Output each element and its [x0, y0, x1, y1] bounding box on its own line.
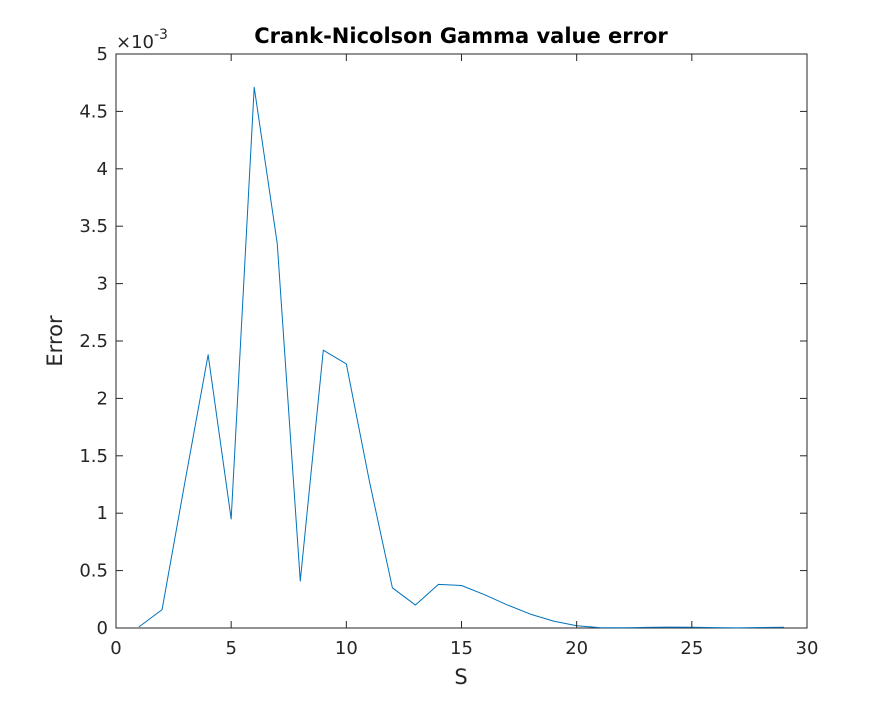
x-axis-ticks: 0 5 10 15 20 25 30	[110, 54, 818, 659]
y-tick-label: 3.5	[79, 216, 108, 237]
series-line	[138, 86, 784, 629]
axes-frame	[115, 53, 808, 629]
y-tick-label: 5	[97, 44, 108, 65]
y-tick-label: 0.5	[79, 561, 108, 582]
x-tick-label: 30	[796, 638, 819, 659]
x-axis-title: S	[454, 665, 467, 689]
x-tick-label: 10	[335, 638, 358, 659]
y-tick-label: 4.5	[79, 101, 108, 122]
series-layer	[138, 86, 784, 629]
y-tick-label: 4	[97, 159, 108, 180]
y-tick-label: 1.5	[79, 446, 108, 467]
chart-title: Crank-Nicolson Gamma value error	[254, 24, 668, 48]
plot-area	[115, 53, 808, 629]
x-tick-label: 15	[450, 638, 473, 659]
y-tick-label: 2.5	[79, 331, 108, 352]
y-axis-title: Error	[43, 315, 67, 367]
y-tick-label: 1	[97, 503, 108, 524]
y-axis-exponent: ×10-3	[116, 27, 168, 53]
y-axis-exponent-base: ×10	[116, 32, 154, 53]
y-tick-label: 2	[97, 388, 108, 409]
y-axis-ticks: 0 0.5 1 1.5 2 2.5 3 3.5 4 4.5 5	[79, 44, 807, 639]
y-axis-exponent-power: -3	[154, 27, 168, 43]
x-tick-label: 0	[110, 638, 121, 659]
y-tick-label: 0	[97, 618, 108, 639]
x-tick-label: 25	[680, 638, 703, 659]
y-tick-label: 3	[97, 274, 108, 295]
x-tick-label: 20	[565, 638, 588, 659]
x-tick-label: 5	[225, 638, 236, 659]
